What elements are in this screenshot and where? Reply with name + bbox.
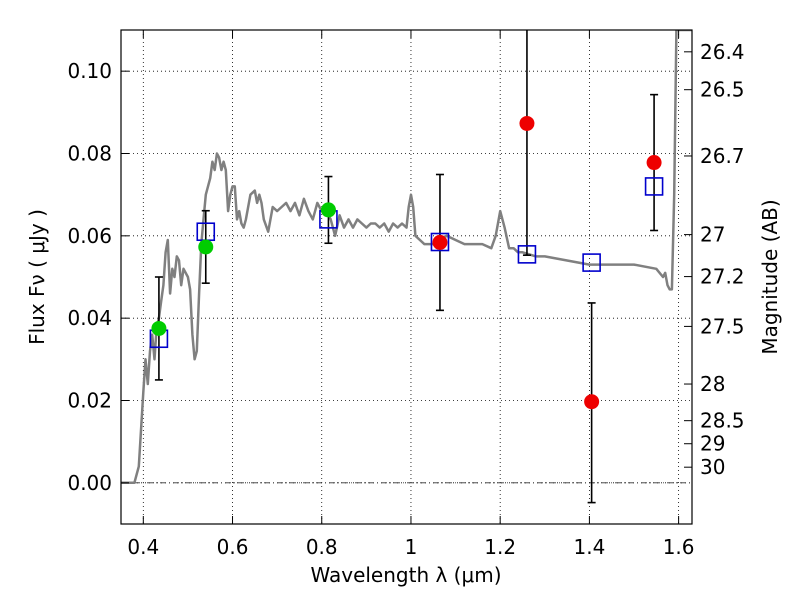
model-point-6 xyxy=(644,177,664,196)
y-tick-label-5: 0.10 xyxy=(67,59,112,83)
mag-tick-label-9: 30 xyxy=(700,455,725,479)
x-tick-label-0: 0.4 xyxy=(127,535,159,559)
mag-tick-label-1: 26.5 xyxy=(700,78,745,102)
mag-tick-label-3: 27 xyxy=(700,223,725,247)
mag-tick-label-7: 28.5 xyxy=(700,409,745,433)
model-point-4 xyxy=(517,245,537,264)
y-axis-ticks: 0.00 0.02 0.04 0.06 0.08 0.10 xyxy=(67,59,129,495)
red-point-3 xyxy=(646,155,662,171)
x-tick-label-2: 0.8 xyxy=(306,535,338,559)
model-point-3 xyxy=(430,232,450,252)
y-tick-label-4: 0.08 xyxy=(67,142,112,166)
y-axis-right-label: Magnitude (AB) xyxy=(758,199,782,354)
mag-tick-label-6: 28 xyxy=(700,372,725,396)
spectrum-line xyxy=(121,30,692,485)
data-markers xyxy=(149,115,664,410)
y-tick-label-2: 0.04 xyxy=(67,306,112,330)
mag-tick-label-0: 26.4 xyxy=(700,40,745,64)
mag-tick-label-4: 27.2 xyxy=(700,265,745,289)
x-axis-label: Wavelength λ (μm) xyxy=(310,563,501,587)
green-point-0 xyxy=(151,320,167,336)
x-tick-label-4: 1.2 xyxy=(484,535,516,559)
x-tick-label-3: 1 xyxy=(405,535,418,559)
red-point-0 xyxy=(432,234,448,250)
model-spectrum xyxy=(121,30,692,485)
mag-tick-label-2: 26.7 xyxy=(700,144,745,168)
green-point-2 xyxy=(320,202,336,218)
y-tick-label-1: 0.02 xyxy=(67,389,112,413)
x-tick-label-6: 1.6 xyxy=(663,535,695,559)
y-tick-label-3: 0.06 xyxy=(67,224,112,248)
green-point-1 xyxy=(198,239,214,255)
red-point-2 xyxy=(584,394,600,410)
red-point-1 xyxy=(519,115,535,131)
y-tick-label-0: 0.00 xyxy=(67,471,112,495)
x-tick-label-1: 0.6 xyxy=(217,535,249,559)
mag-tick-label-5: 27.5 xyxy=(700,314,745,338)
x-axis-ticks: 0.4 0.6 0.8 1 1.2 1.4 1.6 xyxy=(127,30,695,559)
mag-tick-label-8: 29 xyxy=(700,432,725,456)
x-tick-label-5: 1.4 xyxy=(573,535,605,559)
model-point-5 xyxy=(582,253,601,272)
y-axis-label: Flux Fν ( μJy ) xyxy=(25,209,49,345)
